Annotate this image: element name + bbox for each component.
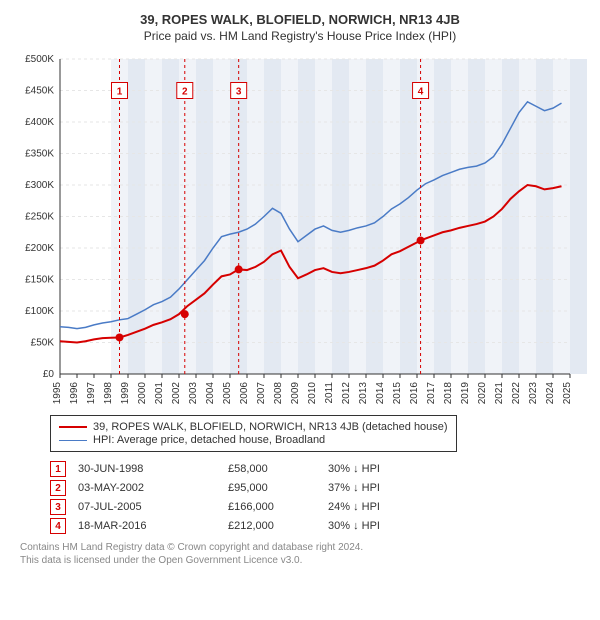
x-axis-tick-label: 2004 [205,382,216,405]
x-axis-tick-label: 2000 [137,382,148,405]
sales-row: 203-MAY-2002£95,00037% ↓ HPI [50,480,590,496]
x-axis-tick-label: 2002 [171,382,182,405]
legend: 39, ROPES WALK, BLOFIELD, NORWICH, NR13 … [50,415,457,452]
y-axis-tick-label: £450K [25,86,54,97]
x-axis-tick-label: 1998 [103,382,114,405]
x-axis-tick-label: 2022 [511,382,522,405]
sale-price: £166,000 [228,501,328,513]
x-axis-tick-label: 2014 [375,382,386,405]
titles-block: 39, ROPES WALK, BLOFIELD, NORWICH, NR13 … [10,10,590,49]
y-axis-tick-label: £200K [25,243,54,254]
sale-marker-box: 2 [50,480,66,496]
legend-label: 39, ROPES WALK, BLOFIELD, NORWICH, NR13 … [93,421,448,433]
y-axis-tick-label: £250K [25,212,54,223]
title-subtitle: Price paid vs. HM Land Registry's House … [10,29,590,43]
sale-marker-box: 4 [50,518,66,534]
sales-row: 307-JUL-2005£166,00024% ↓ HPI [50,499,590,515]
sales-table: 130-JUN-1998£58,00030% ↓ HPI203-MAY-2002… [50,458,590,537]
y-axis-tick-label: £0 [43,369,55,380]
sale-date: 07-JUL-2005 [66,501,228,513]
y-axis-tick-label: £100K [25,306,54,317]
sale-diff: 30% ↓ HPI [328,520,428,532]
legend-swatch [59,426,87,428]
sale-marker-number: 3 [236,87,242,98]
sale-price: £58,000 [228,463,328,475]
sale-marker-number: 4 [418,87,424,98]
x-axis-tick-label: 2009 [290,382,301,405]
sale-price: £95,000 [228,482,328,494]
x-axis-tick-label: 2001 [154,382,165,405]
x-axis-tick-label: 2011 [324,382,335,404]
sale-diff: 30% ↓ HPI [328,463,428,475]
attribution-footer: Contains HM Land Registry data © Crown c… [10,541,590,567]
y-axis-tick-label: £500K [25,54,54,65]
sale-diff: 24% ↓ HPI [328,501,428,513]
x-axis-tick-label: 2019 [460,382,471,405]
x-axis-tick-label: 2007 [256,382,267,405]
x-axis-tick-label: 2023 [528,382,539,405]
sale-marker-dot [235,265,243,273]
sale-marker-box: 1 [50,461,66,477]
legend-label: HPI: Average price, detached house, Broa… [93,434,325,446]
x-axis-tick-label: 1995 [52,382,63,405]
sale-marker-number: 1 [117,87,123,98]
x-axis-tick-label: 2024 [545,382,556,405]
sale-date: 18-MAR-2016 [66,520,228,532]
sale-marker-dot [417,236,425,244]
x-axis-tick-label: 2020 [477,382,488,405]
chart-container: 39, ROPES WALK, BLOFIELD, NORWICH, NR13 … [0,0,600,620]
sale-marker-dot [116,333,124,341]
x-axis-tick-label: 2016 [409,382,420,405]
legend-item: HPI: Average price, detached house, Broa… [59,434,448,446]
x-axis-tick-label: 2017 [426,382,437,405]
title-address: 39, ROPES WALK, BLOFIELD, NORWICH, NR13 … [10,12,590,27]
footer-line-2: This data is licensed under the Open Gov… [20,554,590,567]
x-axis-tick-label: 2025 [562,382,573,405]
sales-row: 130-JUN-1998£58,00030% ↓ HPI [50,461,590,477]
sale-date: 30-JUN-1998 [66,463,228,475]
x-axis-tick-label: 2012 [341,382,352,405]
x-axis-tick-label: 2015 [392,382,403,405]
x-axis-tick-label: 2010 [307,382,318,405]
sale-diff: 37% ↓ HPI [328,482,428,494]
x-axis-tick-label: 1999 [120,382,131,405]
sale-date: 03-MAY-2002 [66,482,228,494]
x-axis-tick-label: 1996 [69,382,80,405]
x-axis-tick-label: 2008 [273,382,284,405]
x-axis-tick-label: 2006 [239,382,250,405]
x-axis-tick-label: 2005 [222,382,233,405]
x-axis-tick-label: 2003 [188,382,199,405]
footer-line-1: Contains HM Land Registry data © Crown c… [20,541,590,554]
x-axis-tick-label: 2013 [358,382,369,405]
sale-marker-box: 3 [50,499,66,515]
y-axis-tick-label: £50K [31,338,55,349]
sale-marker-dot [181,310,189,318]
line-chart-svg: £0 £50K £100K £150K £200K £250K £300K £350K £400… [10,49,590,409]
sales-row: 418-MAR-2016£212,00030% ↓ HPI [50,518,590,534]
legend-swatch [59,440,87,441]
sale-price: £212,000 [228,520,328,532]
y-axis-tick-label: £400K [25,117,54,128]
legend-item: 39, ROPES WALK, BLOFIELD, NORWICH, NR13 … [59,421,448,433]
x-axis-tick-label: 1997 [86,382,97,405]
sale-marker-number: 2 [182,87,188,98]
y-axis-tick-label: £150K [25,275,54,286]
x-axis-tick-label: 2021 [494,382,505,405]
x-axis-tick-label: 2018 [443,382,454,405]
y-axis-tick-label: £300K [25,180,54,191]
y-axis-tick-label: £350K [25,149,54,160]
chart-area: £0 £50K £100K £150K £200K £250K £300K £350K £400… [10,49,590,409]
